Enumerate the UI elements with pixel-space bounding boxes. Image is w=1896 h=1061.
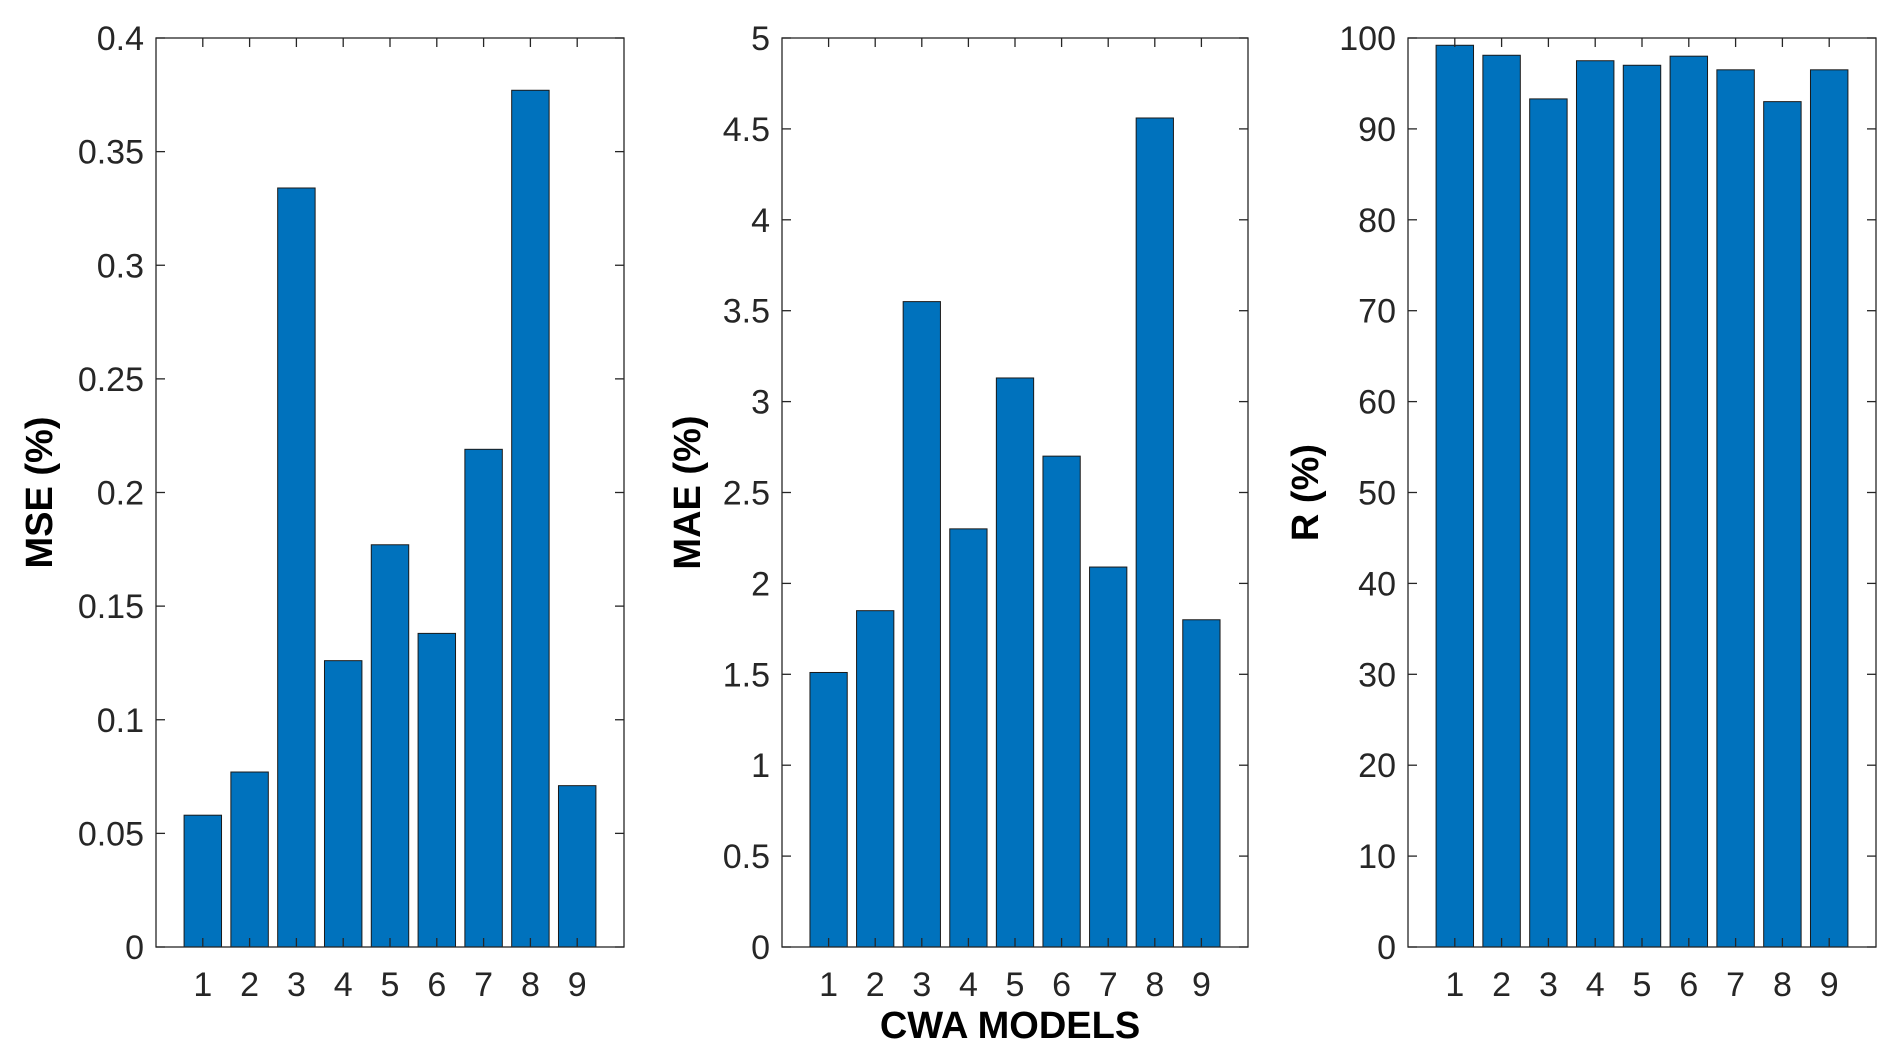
r-y-axis-label: R (%) (1285, 444, 1327, 541)
r-xtick-label: 1 (1445, 966, 1464, 1004)
mse-ytick-label: 0.2 (97, 475, 144, 513)
mae-bar-6 (1042, 455, 1081, 948)
mse-ytick-label: 0.1 (97, 702, 144, 740)
mae-xtick-label: 2 (866, 966, 885, 1004)
mse-y-axis-label: MSE (%) (19, 417, 61, 569)
mae-bar-8 (1135, 117, 1174, 948)
r-ytick-label: 10 (1358, 838, 1396, 876)
mae-ytick-label: 1.5 (723, 656, 770, 694)
r-ytick-label: 60 (1358, 384, 1396, 422)
mae-xtick-label: 6 (1052, 966, 1071, 1004)
r-bar-1 (1435, 44, 1475, 948)
r-xtick-label: 4 (1586, 966, 1605, 1004)
r-bar-3 (1529, 98, 1568, 948)
r-ytick-label: 70 (1358, 293, 1396, 331)
mse-bar-9 (557, 785, 597, 948)
mse-bar-8 (511, 89, 550, 948)
mae-xtick-label: 1 (819, 966, 838, 1004)
mse-bar-3 (277, 187, 316, 948)
mae-xtick-label: 7 (1099, 966, 1118, 1004)
mae-ytick-label: 4 (751, 202, 770, 240)
mae-ytick-label: 3.5 (723, 293, 770, 331)
mae-xtick-label: 8 (1145, 966, 1164, 1004)
mse-bar-6 (417, 632, 457, 948)
mse-xtick-label: 7 (474, 966, 493, 1004)
mse-xtick-label: 5 (381, 966, 400, 1004)
r-bar-5 (1622, 64, 1662, 948)
r-ytick-label: 50 (1358, 475, 1396, 513)
r-ytick-label: 80 (1358, 202, 1396, 240)
mae-bar-2 (856, 610, 895, 948)
mse-xtick-label: 2 (240, 966, 259, 1004)
r-xtick-label: 5 (1633, 966, 1652, 1004)
mae-bar-4 (949, 528, 988, 948)
mse-bar-7 (464, 448, 503, 948)
mse-ytick-label: 0.4 (97, 20, 144, 58)
mae-ytick-label: 2.5 (723, 475, 770, 513)
mse-xtick-label: 1 (193, 966, 212, 1004)
mae-bar-5 (995, 377, 1035, 948)
mae-ytick-label: 0 (751, 929, 770, 967)
r-xtick-label: 7 (1726, 966, 1745, 1004)
mae-ytick-label: 4.5 (723, 111, 770, 149)
r-panel: 0 10 20 30 40 50 60 70 80 90 100 1 2 3 4 5 6 7 8 9 R (%) (1285, 20, 1877, 1004)
r-bar-2 (1482, 54, 1521, 948)
r-ytick-label: 40 (1358, 565, 1396, 603)
mse-bar-4 (323, 660, 363, 948)
mse-ytick-label: 0 (125, 929, 144, 967)
r-ytick-label: 30 (1358, 656, 1396, 694)
mse-panel: 0 0.05 0.1 0.15 0.2 0.25 0.3 0.35 0.4 1 2 3 4 5 6 7 8 9 MS… (19, 20, 625, 1004)
r-ytick-label: 20 (1358, 747, 1396, 785)
r-ytick-label: 90 (1358, 111, 1396, 149)
r-bar-7 (1716, 69, 1755, 948)
mae-y-axis-label: MAE (%) (667, 415, 709, 569)
mae-bar-7 (1089, 566, 1128, 948)
mae-ytick-label: 0.5 (723, 838, 770, 876)
mae-ytick-label: 2 (751, 565, 770, 603)
mse-xtick-label: 3 (287, 966, 306, 1004)
mae-ytick-label: 1 (751, 747, 770, 785)
r-xtick-label: 6 (1679, 966, 1698, 1004)
r-xtick-label: 2 (1492, 966, 1511, 1004)
mae-bar-3 (902, 301, 941, 948)
mse-ytick-label: 0.25 (78, 361, 144, 399)
r-xtick-label: 9 (1820, 966, 1839, 1004)
mse-bar-1 (183, 814, 223, 948)
mse-ytick-label: 0.35 (78, 134, 144, 172)
shared-x-axis-label: CWA MODELS (880, 1005, 1140, 1047)
r-bar-8 (1763, 101, 1802, 948)
mae-ytick-label: 3 (751, 384, 770, 422)
mae-xtick-label: 3 (912, 966, 931, 1004)
r-xtick-label: 8 (1773, 966, 1792, 1004)
r-bar-6 (1669, 55, 1709, 948)
mse-xtick-label: 6 (427, 966, 446, 1004)
mse-bar-2 (230, 771, 269, 948)
r-bar-9 (1809, 69, 1849, 948)
mse-ytick-label: 0.15 (78, 588, 144, 626)
mse-xtick-label: 4 (334, 966, 353, 1004)
mae-xtick-label: 5 (1006, 966, 1025, 1004)
r-ytick-label: 100 (1339, 20, 1396, 58)
r-xtick-label: 3 (1539, 966, 1558, 1004)
mse-bar-5 (370, 544, 410, 948)
r-bar-4 (1575, 60, 1615, 948)
mae-xtick-label: 4 (959, 966, 978, 1004)
mae-bar-9 (1182, 619, 1221, 948)
r-ytick-label: 0 (1377, 929, 1396, 967)
mae-xtick-label: 9 (1192, 966, 1211, 1004)
mse-ytick-label: 0.05 (78, 815, 144, 853)
mse-xtick-label: 8 (521, 966, 540, 1004)
mse-ytick-label: 0.3 (97, 247, 144, 285)
mae-bar-1 (809, 671, 848, 948)
mae-ytick-label: 5 (751, 20, 770, 58)
mse-xtick-label: 9 (568, 966, 587, 1004)
